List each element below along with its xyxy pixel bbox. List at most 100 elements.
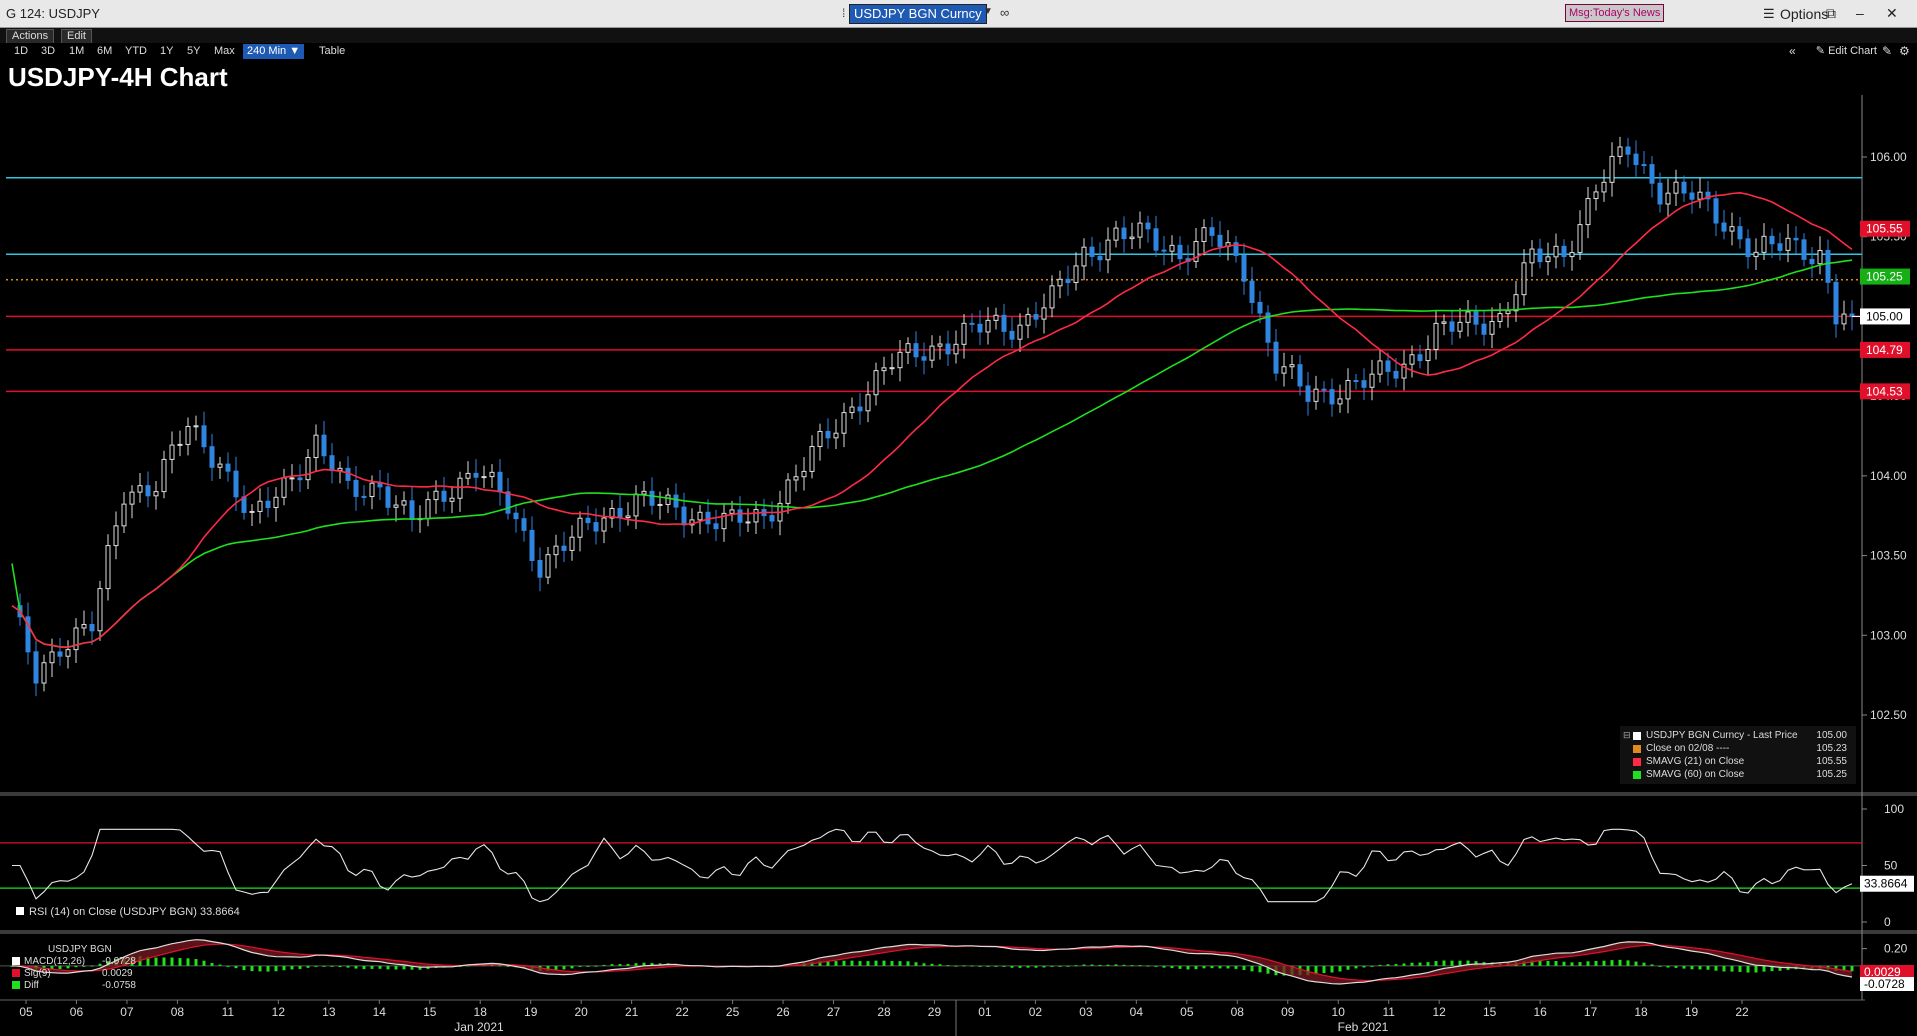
legend-value: -0.0728 [102, 956, 136, 967]
x-month-label: Jan 2021 [454, 1020, 504, 1034]
table-button[interactable]: Table [319, 45, 346, 57]
macd-histogram-bar [266, 965, 270, 972]
legend-toggle-icon[interactable]: ⊟ [1623, 730, 1631, 740]
macd-histogram-bar [250, 965, 254, 972]
macd-histogram-bar [1306, 965, 1310, 976]
candle-body [25, 616, 31, 653]
settings-gear-icon[interactable]: ⚙ [1899, 44, 1910, 58]
options-button[interactable]: Options [1780, 6, 1829, 22]
macd-histogram-bar [370, 965, 374, 969]
edit-chart-button[interactable]: ✎ Edit Chart [1816, 44, 1877, 57]
news-message-button[interactable]: Msg:Today's News [1565, 4, 1665, 22]
legend-row-sma60: SMAVG (60) on Close 105.25 [1625, 769, 1851, 782]
macd-histogram-bar [1730, 965, 1734, 972]
macd-histogram-bar [354, 965, 358, 969]
candle-body [1449, 321, 1455, 332]
candle-body [737, 509, 743, 523]
macd-histogram-bar [274, 965, 278, 972]
range-ytd[interactable]: YTD [125, 45, 147, 57]
candle-body [169, 444, 175, 460]
candle-body [361, 495, 367, 498]
range-6m[interactable]: 6M [97, 45, 113, 57]
candle-body [929, 345, 935, 361]
close-icon[interactable]: ✕ [1886, 5, 1898, 21]
macd-histogram-bar [1378, 964, 1382, 966]
macd-histogram-bar [890, 961, 894, 966]
macd-histogram-bar [1210, 965, 1214, 969]
candle-body [465, 472, 471, 479]
macd-histogram-bar [610, 964, 614, 966]
candle-body [793, 476, 799, 481]
candle-body [833, 432, 839, 439]
interval-dropdown[interactable]: 240 Min ▼ [243, 44, 305, 59]
minimize-icon[interactable]: – [1856, 5, 1864, 21]
y-tick-label: 103.50 [1870, 549, 1907, 563]
x-tick-label: 15 [423, 1005, 437, 1019]
macd-histogram-bar [50, 965, 54, 970]
macd-histogram-bar [1002, 965, 1006, 967]
link-icon[interactable]: ∞ [1000, 5, 1010, 20]
y-tick-label: 104.00 [1870, 469, 1907, 483]
candle-body [553, 545, 559, 556]
macd-histogram-bar [1050, 965, 1054, 967]
candle-body [825, 430, 831, 439]
legend-swatch [12, 981, 20, 989]
legend-label: Sig(9) [24, 968, 51, 979]
ticker-input[interactable]: USDJPY BGN Curncy [849, 4, 987, 24]
candle-body [153, 491, 159, 497]
candle-body [1193, 241, 1199, 262]
candle-body [513, 512, 519, 520]
macd-signal-line [11, 943, 1853, 982]
candle-body [1785, 237, 1791, 251]
candle-body [1121, 227, 1127, 240]
range-1d[interactable]: 1D [14, 45, 29, 57]
candle-body [65, 649, 71, 657]
candle-body [1825, 249, 1831, 283]
macd-histogram-bar [1346, 965, 1350, 970]
candle-body [697, 511, 703, 521]
actions-menu[interactable]: Actions [6, 29, 55, 44]
price-tag-label: 104.79 [1866, 343, 1903, 357]
range-5y[interactable]: 5Y [187, 45, 201, 57]
macd-histogram-bar [218, 964, 222, 966]
macd-histogram-bar [1666, 965, 1670, 968]
candle-body [377, 482, 383, 488]
y-tick-label: 102.50 [1870, 708, 1907, 722]
range-1m[interactable]: 1M [69, 45, 85, 57]
candle-body [185, 426, 191, 445]
collapse-icon[interactable]: « [1789, 44, 1796, 58]
options-menu-icon[interactable]: ☰ [1763, 6, 1775, 21]
macd-histogram-bar [194, 959, 198, 966]
candle-body [457, 477, 463, 499]
pencil-tool-icon[interactable]: ✎ [1882, 44, 1893, 58]
x-tick-label: 02 [1029, 1005, 1043, 1019]
candle-body [617, 508, 623, 519]
candle-body [1369, 373, 1375, 388]
candle-body [393, 504, 399, 508]
chevron-down-icon[interactable]: ▼ [983, 6, 993, 17]
drag-handle-icon[interactable]: ⁞ [842, 6, 846, 20]
candle-body [1553, 245, 1559, 258]
range-1y[interactable]: 1Y [160, 45, 174, 57]
x-tick-label: 20 [574, 1005, 588, 1019]
candle-body [1049, 285, 1055, 309]
candle-body [441, 490, 447, 502]
macd-histogram-bar [66, 965, 70, 969]
macd-histogram-bar [1098, 964, 1102, 966]
rsi-y-tick-label: 0 [1884, 915, 1891, 929]
candle-body [769, 515, 775, 522]
macd-histogram-bar [154, 957, 158, 966]
macd-histogram-bar [1434, 961, 1438, 966]
macd-histogram-bar [1122, 964, 1126, 966]
range-3d[interactable]: 3D [41, 45, 56, 57]
candle-body [913, 343, 919, 358]
restore-window-icon[interactable]: ⧉ [1826, 5, 1836, 21]
candle-body [489, 471, 495, 478]
macd-histogram-bar [378, 965, 382, 969]
candle-body [1769, 235, 1775, 245]
macd-histogram-bar [1442, 960, 1446, 966]
legend-swatch [1633, 771, 1641, 779]
range-max[interactable]: Max [214, 45, 235, 57]
macd-histogram-bar [1338, 965, 1342, 972]
price-tag-label: 105.25 [1866, 270, 1903, 284]
